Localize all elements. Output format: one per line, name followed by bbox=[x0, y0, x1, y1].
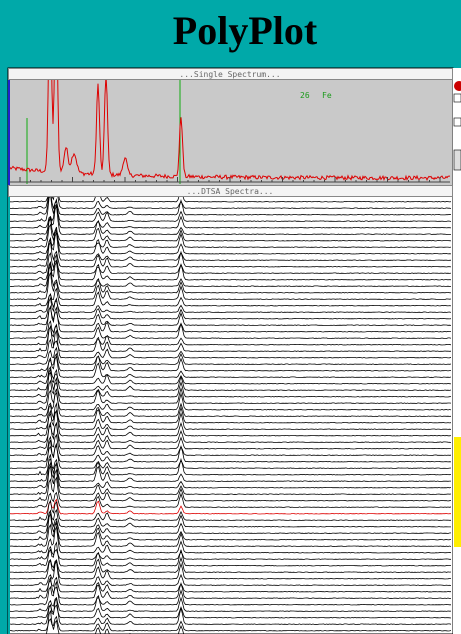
panel-title: ...DTSA Spectra... bbox=[187, 187, 274, 196]
slider[interactable] bbox=[454, 150, 461, 170]
app-screen: PolyPlot ...Single Spectrum... 26 Fe ...… bbox=[0, 0, 461, 634]
plot-edge bbox=[8, 197, 10, 634]
atomic-number: 26 bbox=[300, 91, 310, 100]
button[interactable] bbox=[454, 118, 461, 126]
element-label: Fe bbox=[322, 91, 332, 100]
spectrum-plot bbox=[8, 80, 452, 185]
panel-title: ...Single Spectrum... bbox=[179, 70, 280, 79]
plot-edge bbox=[8, 80, 10, 185]
button[interactable] bbox=[454, 94, 461, 102]
app-title: PolyPlot bbox=[173, 8, 318, 53]
scroll-thumb[interactable] bbox=[454, 437, 461, 547]
